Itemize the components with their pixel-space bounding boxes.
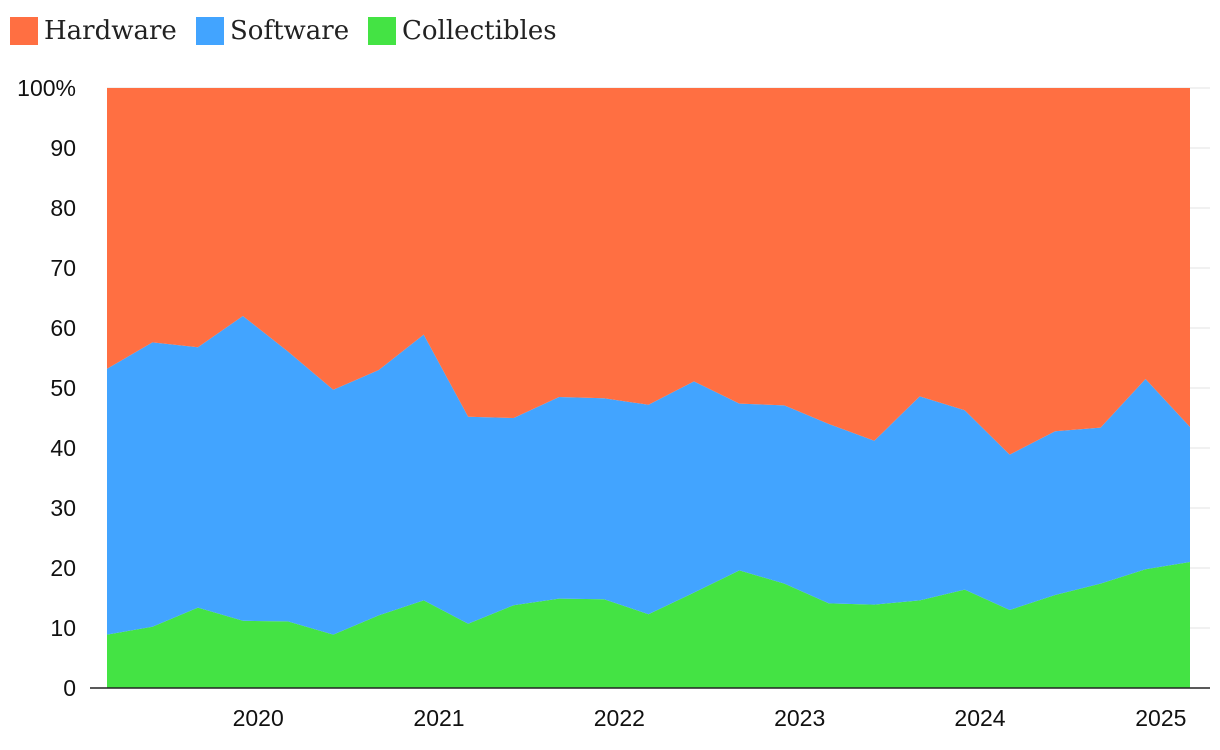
x-tick-label: 2023 bbox=[774, 705, 825, 731]
area-software bbox=[107, 316, 1190, 635]
area-hardware bbox=[107, 88, 1190, 455]
y-tick-label: 0 bbox=[63, 675, 76, 701]
legend-swatch bbox=[196, 17, 224, 45]
legend-item-software: Software bbox=[196, 16, 349, 46]
legend-label: Collectibles bbox=[402, 16, 557, 46]
y-axis-ticks: 0 10 20 30 40 50 60 70 80 90 100% bbox=[17, 75, 76, 701]
y-tick-label: 30 bbox=[50, 495, 76, 521]
y-tick-label: 60 bbox=[50, 315, 76, 341]
legend-item-hardware: Hardware bbox=[10, 16, 177, 46]
legend-label: Hardware bbox=[44, 16, 177, 46]
y-tick-label: 50 bbox=[50, 375, 76, 401]
y-tick-label: 100% bbox=[17, 75, 76, 101]
area-collectibles bbox=[107, 562, 1190, 688]
y-tick-label: 90 bbox=[50, 135, 76, 161]
x-tick-label: 2020 bbox=[233, 705, 284, 731]
y-tick-label: 10 bbox=[50, 615, 76, 641]
x-tick-label: 2022 bbox=[594, 705, 645, 731]
x-tick-label: 2021 bbox=[413, 705, 464, 731]
legend: Hardware Software Collectibles bbox=[10, 16, 557, 46]
y-tick-label: 20 bbox=[50, 555, 76, 581]
legend-swatch bbox=[368, 17, 396, 45]
x-axis-ticks: 2020 2021 2022 2023 2024 2025 bbox=[233, 705, 1187, 731]
legend-item-collectibles: Collectibles bbox=[368, 16, 557, 46]
y-tick-label: 70 bbox=[50, 255, 76, 281]
area-series bbox=[107, 88, 1190, 688]
legend-label: Software bbox=[230, 16, 349, 46]
legend-swatch bbox=[10, 17, 38, 45]
y-tick-label: 40 bbox=[50, 435, 76, 461]
x-tick-label: 2024 bbox=[954, 705, 1005, 731]
y-tick-label: 80 bbox=[50, 195, 76, 221]
x-tick-label: 2025 bbox=[1135, 705, 1186, 731]
